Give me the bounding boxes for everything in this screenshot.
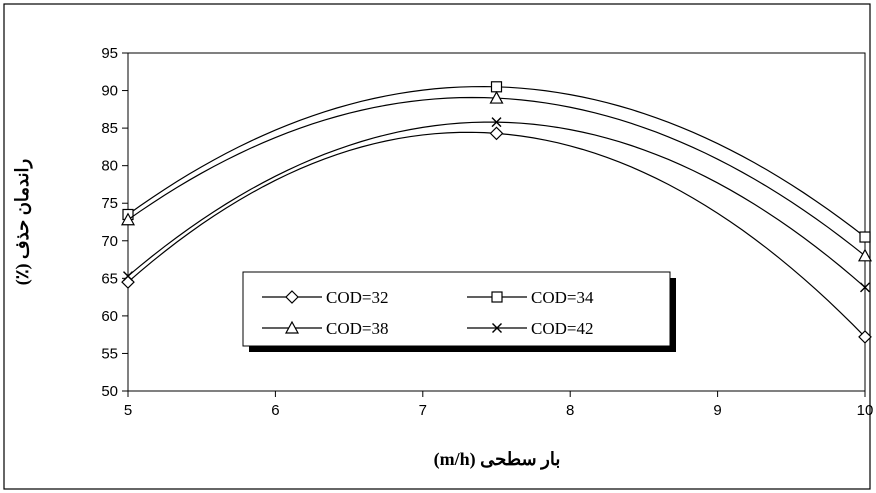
y-tick-label: 60 bbox=[101, 308, 118, 325]
chart-frame bbox=[3, 3, 871, 490]
x-tick-label: 10 bbox=[857, 402, 874, 419]
legend-label: COD=42 bbox=[531, 319, 593, 338]
data-point-square bbox=[859, 231, 871, 243]
legend-item: COD=42 bbox=[467, 319, 593, 338]
series-cod-42 bbox=[123, 117, 870, 293]
legend-marker-triangle bbox=[284, 320, 300, 334]
x-axis: 5 6 7 8 9 10 bbox=[124, 391, 874, 419]
series-layer bbox=[120, 81, 873, 344]
data-point-diamond bbox=[489, 126, 504, 141]
legend-item: COD=32 bbox=[262, 288, 388, 307]
y-tick-label: 65 bbox=[101, 270, 118, 287]
legend-box bbox=[242, 271, 671, 347]
data-point-triangle bbox=[489, 90, 504, 104]
data-point-x-stroke bbox=[123, 271, 133, 282]
data-point-x-stroke bbox=[860, 282, 870, 293]
legend-marker-square bbox=[491, 291, 503, 303]
y-tick-label: 50 bbox=[101, 383, 118, 400]
y-axis: 50 55 60 65 70 75 80 85 90 95 bbox=[101, 45, 128, 400]
x-tick-label: 8 bbox=[566, 402, 574, 419]
x-tick-label: 5 bbox=[124, 402, 132, 419]
legend: COD=32 COD=34 COD=38 COD=42 bbox=[242, 271, 676, 352]
y-tick-label: 80 bbox=[101, 158, 118, 175]
x-axis-title: بار سطحی (m/h) bbox=[434, 449, 561, 470]
y-tick-label: 70 bbox=[101, 233, 118, 250]
y-tick-label: 95 bbox=[101, 45, 118, 62]
data-point-x bbox=[860, 282, 870, 293]
legend-label: COD=38 bbox=[326, 319, 388, 338]
y-tick-label: 55 bbox=[101, 345, 118, 362]
legend-marker-diamond bbox=[285, 290, 299, 304]
data-point-triangle bbox=[120, 212, 136, 226]
series-cod-38 bbox=[120, 90, 873, 262]
legend-marker-x-stroke bbox=[492, 323, 502, 333]
y-tick-label: 90 bbox=[101, 83, 118, 100]
y-tick-label: 75 bbox=[101, 195, 118, 212]
legend-label: COD=32 bbox=[326, 288, 388, 307]
data-point-diamond bbox=[858, 330, 872, 344]
data-point-x bbox=[491, 117, 502, 128]
data-point-x-stroke bbox=[491, 117, 502, 128]
legend-item: COD=38 bbox=[262, 319, 388, 338]
x-tick-label: 7 bbox=[419, 402, 427, 419]
x-tick-label: 9 bbox=[713, 402, 721, 419]
legend-marker-x bbox=[492, 323, 502, 333]
legend-label: COD=34 bbox=[531, 288, 594, 307]
x-tick-label: 6 bbox=[271, 402, 279, 419]
data-point-x bbox=[123, 271, 133, 282]
y-axis-title: راندمان حذف (٪) bbox=[12, 159, 33, 285]
y-tick-label: 85 bbox=[101, 120, 118, 137]
data-point-square bbox=[490, 81, 503, 93]
data-point-triangle bbox=[857, 248, 873, 262]
legend-item: COD=34 bbox=[467, 288, 594, 307]
